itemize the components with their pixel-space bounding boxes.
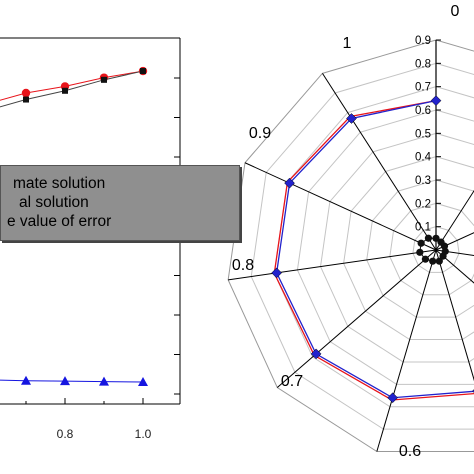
- radar-spoke-label: 0.6: [399, 443, 421, 460]
- radar-spoke: [244, 162, 437, 251]
- radar-spoke: [435, 249, 474, 284]
- radar-spoke-label: 1: [343, 35, 352, 52]
- left-series-line: [0, 379, 144, 383]
- radar-point-circle: [416, 248, 424, 256]
- radar-point-circle: [432, 234, 440, 242]
- radar-spoke: [435, 189, 474, 251]
- chart-legend: mate solution al solution e value of err…: [0, 165, 240, 241]
- radar-ring-label: 0.8: [415, 58, 431, 70]
- radar-spoke: [322, 73, 437, 251]
- radar-ring-label: 0.1: [415, 222, 431, 234]
- left-chart-x-tick-label: 0.8: [57, 427, 74, 441]
- radar-spoke-label: 0.9: [249, 125, 271, 142]
- radar-point-diamond: [430, 95, 442, 107]
- left-point-exact: [101, 76, 107, 83]
- radar-point-circle: [421, 255, 430, 263]
- left-point-exact: [23, 96, 29, 103]
- radar-grid-ring: [343, 156, 474, 341]
- radar-point-circle: [424, 234, 433, 242]
- radar-point-circle: [435, 257, 443, 265]
- left-point-exact: [140, 68, 146, 75]
- left-point-error: [21, 375, 31, 385]
- radar-spoke-label: 0: [451, 3, 460, 20]
- radar-grid-ring: [320, 132, 474, 363]
- radar-point-diamond: [284, 177, 295, 189]
- radar-ring-label: 0.4: [415, 152, 432, 164]
- radar-spoke: [228, 249, 437, 281]
- left-point-exact: [62, 87, 68, 94]
- left-chart-x-tick-label: 1.0: [135, 427, 152, 441]
- legend-entry-exact: al solution: [19, 194, 89, 211]
- radar-grid-ring: [227, 39, 474, 452]
- radar-spoke: [435, 232, 474, 251]
- radar-point-circle: [429, 257, 437, 265]
- left-point-error: [99, 376, 109, 386]
- legend-entry-error: e value of error: [7, 213, 112, 230]
- radar-grid-ring: [296, 109, 474, 385]
- radar-spoke: [276, 249, 437, 388]
- radar-point-diamond: [310, 348, 322, 360]
- left-point-error: [60, 376, 70, 386]
- radar-spoke-label: 0.7: [281, 373, 303, 390]
- radar-grid-ring: [412, 226, 460, 273]
- radar-ring-label: 0.2: [415, 198, 431, 210]
- radar-grid-ring: [366, 179, 474, 318]
- radar-grid-ring: [389, 202, 474, 296]
- left-chart: 0.8 1.0: [0, 37, 181, 441]
- radar-ring-label: 0.3: [415, 175, 431, 187]
- radar-grid-ring: [250, 62, 474, 430]
- left-series-line: [0, 70, 144, 108]
- left-series-line: [0, 70, 144, 101]
- radar-ring-label: 0.6: [415, 105, 431, 117]
- radar-spoke: [435, 249, 474, 382]
- right-chart: 0.9 0.8 0.7 0.6 0.5 0.4 0.3 0.2 0.1 0 1 0.9 0.8 0.7 0.…: [227, 3, 474, 460]
- radar-ring-label: 0.5: [415, 128, 431, 140]
- left-point-error: [138, 377, 148, 387]
- radar-point-diamond: [271, 267, 282, 279]
- radar-grid-ring: [273, 86, 474, 408]
- left-point-approximate: [21, 88, 31, 98]
- radar-ring-label: 0.7: [415, 82, 431, 94]
- radar-point-diamond: [346, 113, 357, 124]
- radar-point-diamond: [387, 392, 398, 404]
- radar-spoke-label: 0.8: [232, 257, 254, 274]
- radar-spoke: [435, 249, 474, 256]
- legend-entry-approximate: mate solution: [13, 175, 106, 192]
- radar-ring-label: 0.9: [415, 35, 431, 47]
- radar-spoke: [376, 249, 437, 452]
- radar-point-circle: [417, 239, 425, 247]
- radar-point-circle: [437, 238, 445, 246]
